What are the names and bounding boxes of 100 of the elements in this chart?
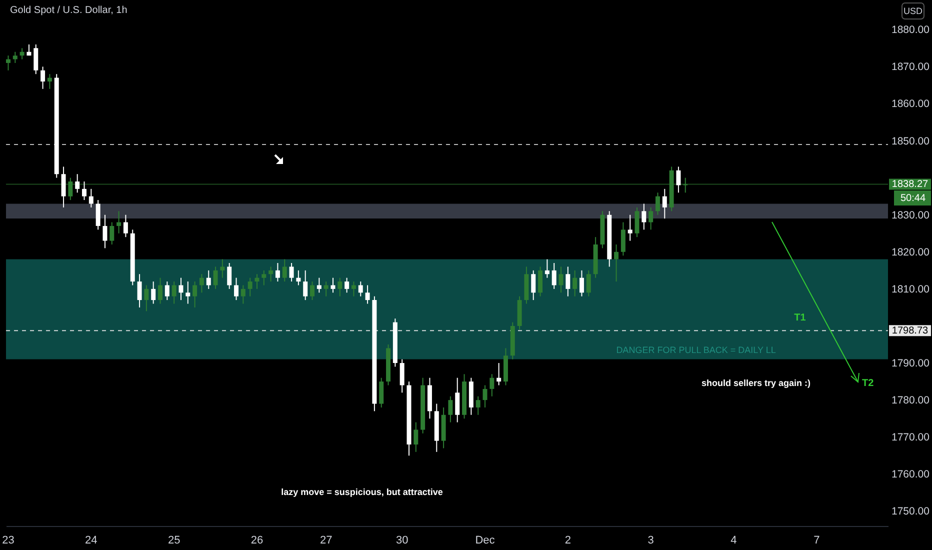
candlestick xyxy=(324,281,328,297)
candlestick xyxy=(634,206,640,238)
candlestick xyxy=(572,270,578,297)
x-tick-label: 4 xyxy=(730,534,737,546)
candlestick xyxy=(330,277,336,294)
candlestick xyxy=(476,396,480,416)
candlestick xyxy=(227,262,232,290)
candlestick xyxy=(20,48,24,60)
candlestick xyxy=(552,262,556,290)
candlestick xyxy=(655,192,660,216)
candlestick xyxy=(213,266,218,290)
candlestick xyxy=(186,281,190,304)
candlestick xyxy=(82,181,86,201)
y-tick-label: 1770.00 xyxy=(892,432,930,444)
candlestick xyxy=(614,244,619,282)
candlestick xyxy=(683,177,688,194)
candlestick xyxy=(648,206,654,230)
candlestick xyxy=(496,362,502,386)
candlestick xyxy=(642,203,646,230)
y-tick-label: 1870.00 xyxy=(892,61,930,74)
x-tick-label: 26 xyxy=(250,534,264,546)
candlestick xyxy=(289,262,294,282)
y-tick-label: 1830.00 xyxy=(892,209,930,222)
text: USD xyxy=(903,6,923,16)
x-tick-label: 24 xyxy=(85,534,98,546)
candlestick xyxy=(282,258,287,282)
candlestick xyxy=(579,270,584,297)
y-tick-label: 1810.00 xyxy=(892,283,930,296)
candlestick xyxy=(96,200,100,230)
ref-line-label: 1798.73 xyxy=(892,326,929,337)
candlestick xyxy=(620,222,626,256)
candlestick xyxy=(234,277,239,301)
y-tick-label: 1880.00 xyxy=(892,24,930,36)
candlestick xyxy=(88,188,94,208)
y-tick-label: 1790.00 xyxy=(892,358,930,370)
candlestick xyxy=(296,270,301,286)
candlestick xyxy=(137,274,142,308)
candlestick xyxy=(544,258,550,278)
candlestick xyxy=(455,377,460,423)
candlestick xyxy=(586,270,591,297)
y-tick-label: 1750.00 xyxy=(892,506,930,518)
candlestick xyxy=(358,281,363,297)
text: 50:44 xyxy=(900,193,926,204)
candlestick xyxy=(75,174,80,194)
candlestick xyxy=(400,358,404,394)
y-tick-label: 1760.00 xyxy=(892,468,930,481)
x-tick-label: 27 xyxy=(320,534,332,546)
candlestick xyxy=(158,277,162,304)
x-tick-label: Dec xyxy=(475,534,496,546)
annotation: DANGER FOR PULL BACK = DAILY LL xyxy=(616,345,776,355)
candlestick xyxy=(248,277,252,297)
x-tick-label: 30 xyxy=(396,534,408,546)
x-tick-label: 3 xyxy=(648,534,654,546)
candlestick xyxy=(34,44,38,75)
candlestick xyxy=(144,284,149,312)
x-tick-label: 25 xyxy=(168,534,180,546)
candlestick xyxy=(12,51,18,64)
candlestick xyxy=(448,396,453,423)
candlestick xyxy=(164,281,170,301)
x-tick-label: 23 xyxy=(2,534,14,546)
candlestick xyxy=(316,277,322,294)
candlestick xyxy=(123,214,128,238)
candlestick xyxy=(6,55,10,71)
y-tick-label: 1850.00 xyxy=(892,135,930,148)
candlestick xyxy=(172,281,176,304)
candlestick xyxy=(240,284,246,304)
candlestick xyxy=(220,258,225,278)
candlestick xyxy=(351,281,356,297)
candlestick xyxy=(116,210,122,234)
candlestick xyxy=(531,270,536,301)
annotation: T2 xyxy=(862,378,874,389)
candlestick xyxy=(344,277,350,294)
candlestick xyxy=(206,270,211,290)
candlestick xyxy=(102,214,108,249)
candlestick xyxy=(310,281,315,301)
candlestick xyxy=(566,266,570,297)
annotation: should sellers try again :) xyxy=(701,378,811,388)
candlestick xyxy=(47,74,52,90)
candlestick xyxy=(268,266,274,282)
candlestick xyxy=(303,270,308,301)
y-tick-label: 1820.00 xyxy=(892,246,930,258)
candlestick xyxy=(365,284,370,304)
candlestick xyxy=(379,377,384,408)
candlestick xyxy=(151,281,156,304)
candlestick xyxy=(262,270,266,286)
candlestick xyxy=(254,274,260,290)
ref-line-label: 1838.27 xyxy=(892,179,929,190)
candlestick xyxy=(628,214,632,242)
candlestick xyxy=(275,262,280,282)
candlestick xyxy=(676,166,681,194)
candlestick xyxy=(414,422,418,452)
candlestick xyxy=(40,66,46,90)
candlestick xyxy=(199,274,204,294)
candlestick xyxy=(178,277,184,301)
annotation: lazy move = suspicious, but attractive xyxy=(281,487,443,497)
y-tick-label: 1780.00 xyxy=(892,394,930,407)
text: Gold Spot / U.S. Dollar, 1h xyxy=(10,5,128,16)
candlestick xyxy=(61,166,66,208)
candlestick xyxy=(192,281,198,308)
x-tick-label: 2 xyxy=(564,534,571,546)
